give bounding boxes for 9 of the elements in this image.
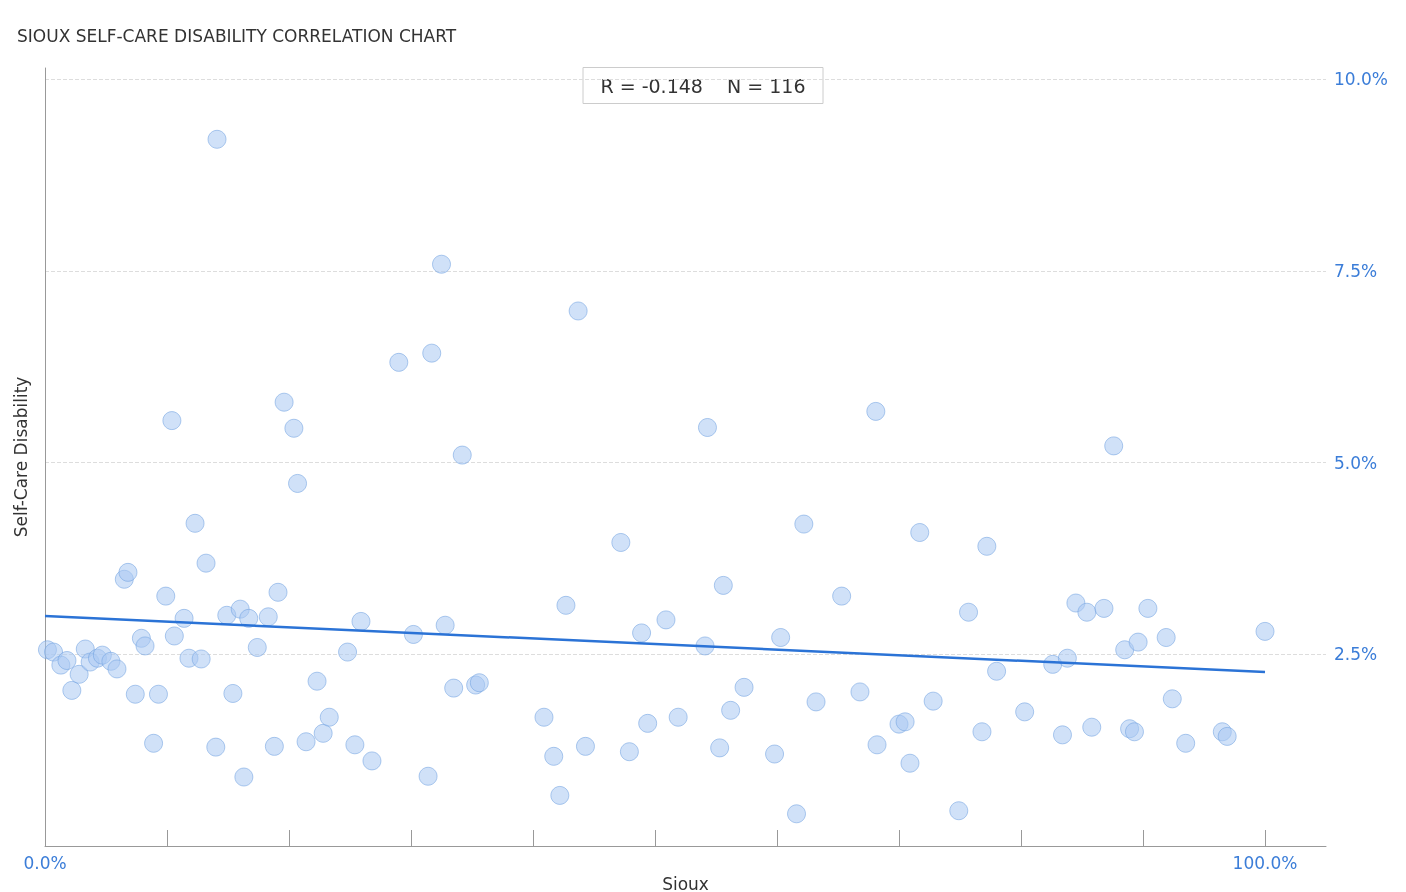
- chart-title: SIOUX SELF-CARE DISABILITY CORRELATION CHART: [17, 25, 457, 46]
- y-axis-title: Self-Care Disability: [10, 376, 31, 538]
- y-tick-label: 7.5%: [1334, 261, 1378, 282]
- y-tick-label: 10.0%: [1334, 69, 1389, 90]
- y-tick-label: 2.5%: [1334, 644, 1378, 665]
- x-tick-label: 100.0%: [1232, 852, 1298, 873]
- y-tick-label: 5.0%: [1334, 452, 1378, 473]
- x-tick-label: 0.0%: [23, 852, 67, 873]
- x-axis-title: Sioux: [662, 874, 709, 892]
